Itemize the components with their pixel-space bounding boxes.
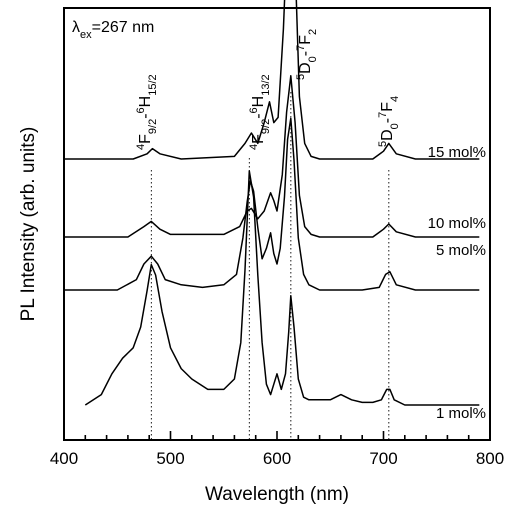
transition-label: 4F9/2-6H13/2: [248, 74, 272, 150]
transition-label: 5D0-7F2: [295, 29, 319, 80]
spectra-series: [64, 0, 480, 406]
x-tick-label: 800: [476, 449, 504, 468]
series-line: [64, 0, 480, 160]
y-axis-title: PL Intensity (arb. units): [18, 127, 39, 322]
x-tick-label: 400: [50, 449, 78, 468]
x-tick-label: 700: [369, 449, 397, 468]
series-label: 10 mol%: [428, 215, 486, 232]
transition-marker-lines: [150, 92, 390, 440]
excitation-label: λex=267 nm: [72, 19, 154, 41]
series-label: 1 mol%: [436, 405, 486, 422]
series-label: 5 mol%: [436, 242, 486, 259]
transition-label: 4F9/2-6H15/2: [135, 74, 159, 150]
text-annotations: 1 mol% 5 mol% 10 mol% 15 mol% 4F9/2-6H15/2 4F…: [72, 19, 486, 422]
x-tick-label: 600: [263, 449, 291, 468]
transition-label: 5D0-7F4: [377, 96, 401, 147]
x-axis-ticks: 400 500 600 700 800: [50, 431, 504, 468]
series-line: [84, 170, 480, 406]
series-line: [64, 75, 480, 238]
series-label: 15 mol%: [428, 144, 486, 161]
x-tick-label: 500: [156, 449, 184, 468]
x-axis-title: Wavelength (nm): [205, 484, 349, 505]
series-line: [64, 117, 480, 291]
